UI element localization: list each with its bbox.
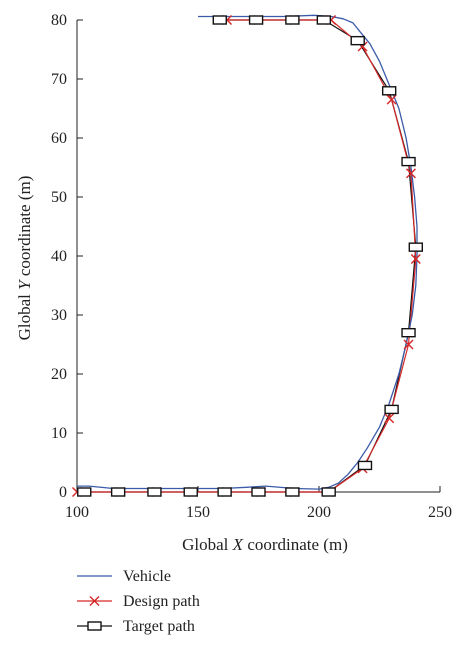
- legend: Vehicle Design path Target path: [77, 568, 200, 635]
- target-path-point: [251, 487, 266, 497]
- target-path-point: [285, 487, 300, 497]
- design-path-point: [405, 168, 416, 179]
- x-marker-stroke: [384, 413, 395, 424]
- series-line-vehicle: [77, 14, 418, 490]
- legend-swatch-marker: [87, 621, 102, 631]
- axes: 100 150 200 250 0 10 20 30 40 50 60 70 80: [51, 12, 452, 521]
- target-path-point: [183, 487, 198, 497]
- target-path-point: [384, 404, 399, 415]
- x-marker-stroke: [410, 253, 421, 264]
- legend-item-vehicle: Vehicle: [77, 568, 171, 585]
- x-marker-stroke: [403, 339, 414, 350]
- target-path-point: [77, 487, 92, 497]
- y-tick-label: 80: [51, 12, 67, 29]
- target-path-point: [212, 15, 227, 25]
- target-path-point: [316, 15, 332, 25]
- target-path-point: [408, 242, 423, 252]
- y-tick-label: 40: [51, 248, 67, 265]
- y-axis-title: Global Y coordinate (m): [15, 176, 34, 341]
- y-tick-label: 30: [51, 307, 67, 324]
- target-path-point: [147, 487, 162, 497]
- target-path-point: [321, 487, 336, 497]
- legend-item-target-path: Target path: [77, 618, 195, 635]
- x-marker-stroke: [405, 168, 416, 179]
- target-path-point: [381, 86, 397, 96]
- legend-label: Vehicle: [123, 568, 171, 585]
- target-path-point: [110, 487, 126, 497]
- legend-swatch-marker: [89, 596, 100, 606]
- legend-label: Target path: [123, 618, 195, 635]
- target-path-point: [217, 487, 232, 497]
- series-layer: [72, 14, 423, 497]
- target-path-point: [401, 156, 416, 167]
- y-tick-label: 0: [59, 484, 67, 501]
- target-path-point: [401, 328, 416, 338]
- y-tick-label: 70: [51, 71, 67, 88]
- series-line-target-path: [84, 19, 417, 493]
- x-marker-stroke: [357, 41, 368, 52]
- target-path-point: [357, 460, 373, 471]
- y-tick-label: 60: [51, 130, 67, 147]
- design-path-point: [403, 339, 414, 350]
- target-path-point: [350, 35, 365, 46]
- series-line-design-path: [77, 19, 417, 493]
- target-path-point: [248, 15, 264, 25]
- y-tick-label: 10: [51, 425, 67, 442]
- x-tick-label: 250: [428, 504, 452, 521]
- x-marker-stroke: [89, 596, 100, 606]
- design-path-point: [410, 253, 421, 264]
- x-marker-stroke: [386, 94, 397, 105]
- x-tick-label: 150: [186, 504, 210, 521]
- x-tick-label: 200: [307, 504, 331, 521]
- x-tick-label: 100: [65, 504, 89, 521]
- legend-label: Design path: [123, 593, 200, 610]
- x-axis-title: Global X coordinate (m): [182, 535, 348, 554]
- design-path-point: [384, 413, 395, 424]
- design-path-point: [386, 94, 397, 105]
- legend-item-design-path: Design path: [77, 593, 200, 610]
- target-path-point: [285, 15, 300, 25]
- y-tick-label: 50: [51, 189, 67, 206]
- y-tick-label: 20: [51, 366, 67, 383]
